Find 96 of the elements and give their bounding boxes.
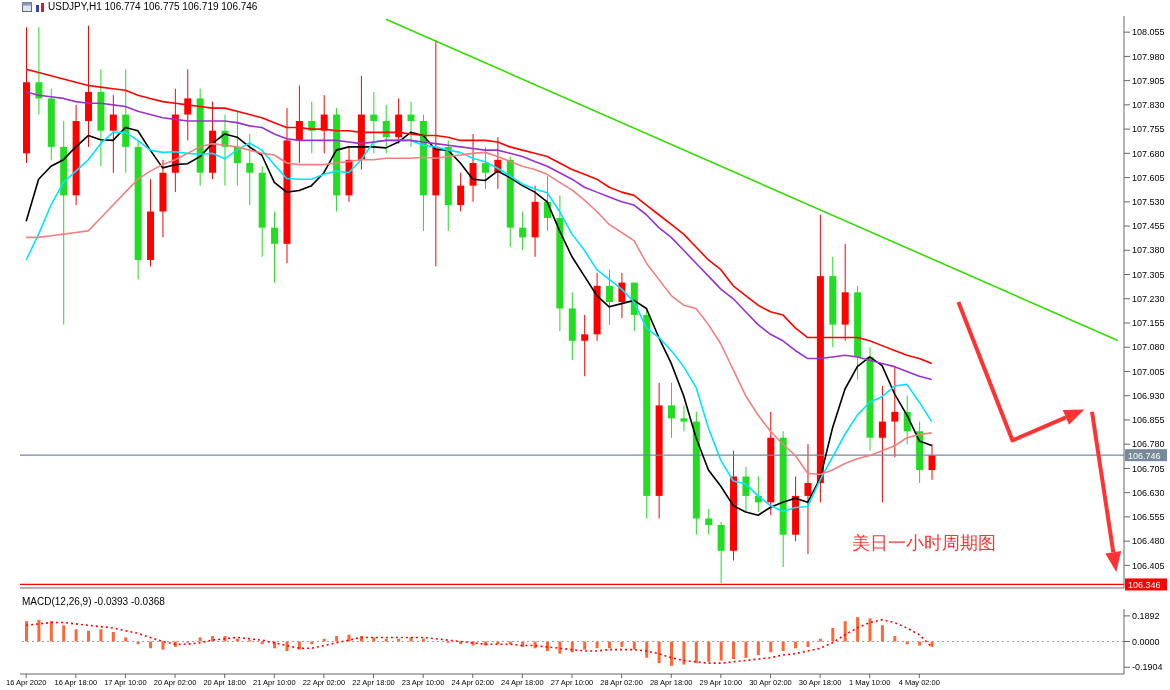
bar [37, 619, 41, 642]
bar [868, 618, 872, 642]
bar [781, 641, 785, 651]
bar [347, 634, 351, 642]
bar [335, 636, 339, 642]
chart-title: USDJPY,H1 106.774 106.775 106.719 106.746 [48, 1, 258, 12]
bar [682, 641, 686, 665]
bar [794, 641, 798, 649]
bar [818, 638, 822, 642]
bar [99, 629, 103, 642]
bar [670, 641, 674, 666]
y-tick-label: 106.705 [1132, 463, 1165, 474]
y-tick-label: 107.380 [1132, 245, 1165, 256]
candlestick [606, 269, 614, 326]
y-tick-label: 107.305 [1132, 269, 1165, 280]
y-tick-label: -0.1904 [1132, 662, 1163, 673]
bar [719, 641, 723, 661]
y-tick-label: 107.155 [1132, 318, 1165, 329]
bar [595, 641, 599, 649]
candlestick [469, 133, 477, 203]
candlestick [481, 146, 489, 190]
y-tick-label: 106.855 [1132, 415, 1165, 426]
y-tick-label: 106.630 [1132, 487, 1165, 498]
bar [74, 629, 78, 642]
bar [111, 632, 115, 642]
chart-title: MACD(12,26,9) -0.0393 -0.0368 [22, 596, 165, 607]
y-tick-label: 108.055 [1132, 27, 1165, 38]
y-tick-label: 106.930 [1132, 390, 1165, 401]
ref-line-label: 106.746 [1128, 450, 1161, 461]
bar [198, 637, 202, 642]
bar [570, 641, 574, 653]
bar [657, 641, 661, 664]
bar [620, 641, 624, 647]
y-tick-label: 107.980 [1132, 51, 1165, 62]
bar [880, 625, 884, 642]
candlestick [35, 26, 43, 116]
candlestick [891, 366, 899, 458]
candlestick [271, 211, 279, 284]
candlestick [407, 101, 415, 148]
bar [843, 621, 847, 642]
y-tick-label: 107.005 [1132, 366, 1165, 377]
candlestick [246, 133, 254, 206]
bar [608, 641, 612, 649]
bar [632, 641, 636, 650]
y-tick-label: 107.230 [1132, 293, 1165, 304]
y-tick-label: 106.780 [1132, 439, 1165, 450]
candlestick [680, 404, 688, 432]
y-tick-label: 0.1892 [1132, 611, 1160, 622]
candlestick [382, 104, 390, 154]
candlestick [519, 211, 527, 251]
candlestick [668, 382, 676, 439]
bar [756, 641, 760, 656]
candlestick [370, 91, 378, 154]
y-tick-label: 106.405 [1132, 560, 1165, 571]
bar [707, 641, 711, 662]
bar [744, 641, 748, 658]
candlestick [804, 443, 812, 555]
y-tick-label: 107.755 [1132, 124, 1165, 135]
bar [149, 641, 153, 649]
candlestick [109, 94, 117, 174]
bar [893, 636, 897, 642]
bar [856, 617, 860, 642]
bar [161, 641, 165, 650]
bar [694, 641, 698, 664]
y-tick-label: 107.080 [1132, 342, 1165, 353]
bar [583, 641, 587, 650]
bar [732, 641, 736, 660]
y-tick-label: 0.0000 [1132, 636, 1160, 647]
y-tick-label: 107.455 [1132, 221, 1165, 232]
line-series [25, 619, 933, 664]
ref-line-label: 106.346 [1128, 579, 1161, 590]
candlestick [457, 172, 465, 213]
bar [831, 627, 835, 642]
annotation: 美日一小时周期图 [852, 530, 997, 555]
bar [558, 641, 562, 654]
bar [645, 641, 649, 658]
y-tick-label: 106.480 [1132, 536, 1165, 547]
candlestick [928, 443, 936, 481]
y-tick-label: 107.605 [1132, 172, 1165, 183]
y-tick-label: 107.830 [1132, 100, 1165, 111]
candlestick [705, 508, 713, 536]
bar [25, 621, 28, 642]
y-tick-label: 107.530 [1132, 197, 1165, 208]
candlestick [395, 97, 403, 145]
bar [124, 637, 128, 642]
candlestick [581, 314, 589, 377]
bar [87, 630, 91, 642]
y-tick-label: 106.555 [1132, 512, 1165, 523]
bar [769, 641, 773, 653]
y-tick-label: 107.905 [1132, 75, 1165, 86]
candlestick [878, 385, 886, 503]
y-tick-label: 107.680 [1132, 148, 1165, 159]
bar [49, 621, 53, 642]
bar [918, 641, 922, 646]
candlestick [295, 84, 303, 164]
bar [62, 625, 66, 642]
